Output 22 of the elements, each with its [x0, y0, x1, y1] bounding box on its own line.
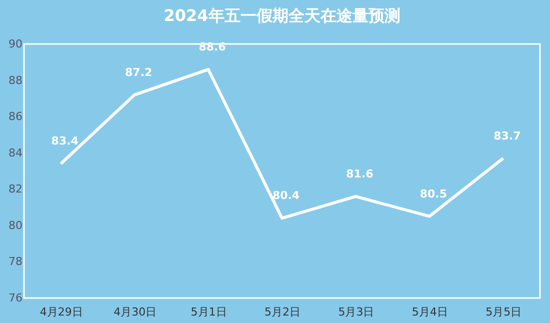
y-tick-label: 86	[8, 110, 22, 124]
x-tick-label: 4月29日	[40, 306, 83, 318]
y-tick-label: 88	[8, 74, 22, 87]
y-tick-label: 84	[8, 146, 22, 160]
y-tick-label: 90	[8, 38, 22, 50]
data-label: 83.4	[51, 134, 79, 148]
chart-title: 2024年五一假期全天在途量预测	[164, 6, 400, 25]
x-tick-label: 5月1日	[190, 306, 227, 318]
data-label: 83.7	[494, 129, 521, 142]
y-tick-label: 80	[8, 218, 22, 232]
x-tick-label: 5月5日	[486, 306, 522, 318]
y-tick-label: 76	[8, 292, 22, 304]
y-tick-label: 82	[8, 182, 22, 196]
x-tick-label: 4月30日	[114, 306, 157, 318]
data-label: 80.4	[272, 189, 300, 202]
x-tick-label: 5月4日	[412, 306, 448, 318]
x-tick-label: 5月2日	[264, 306, 300, 318]
y-tick-label: 78	[8, 255, 22, 268]
data-label: 87.2	[125, 66, 152, 79]
data-label: 80.5	[420, 187, 447, 200]
x-tick-label: 5月3日	[338, 306, 374, 318]
data-label: 81.6	[346, 167, 374, 180]
